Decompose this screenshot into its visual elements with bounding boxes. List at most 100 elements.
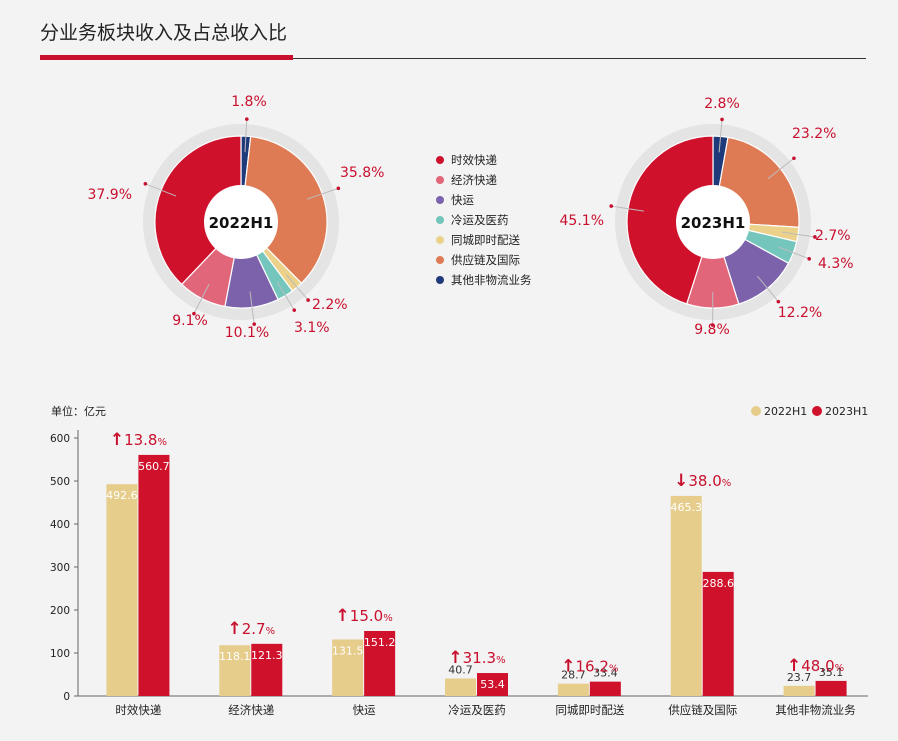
- donut-chart-0: 1.8% 35.8% 2.2% 3.1% 10.1% 9.1% 37.9% 2022H1: [88, 94, 385, 341]
- legend-swatch: [436, 236, 444, 244]
- slice-label: 9.8%: [694, 322, 730, 338]
- y-tick-label: 500: [50, 476, 70, 488]
- bar-value-label: 53.4: [480, 678, 505, 691]
- slice-label: 1.8%: [231, 94, 267, 110]
- change-label: ↓38.0%: [674, 471, 731, 491]
- bar-group: 40.7 53.4 冷运及医药 ↑31.3%: [445, 648, 508, 717]
- label-leader-line: [778, 246, 810, 260]
- bar-2022H1: [219, 645, 251, 696]
- change-value: 31.3: [463, 649, 496, 667]
- label-leader-line: [286, 274, 309, 301]
- label-leader-dot: [306, 298, 310, 302]
- slice-label: 2.7%: [815, 228, 851, 244]
- change-label: ↑2.7%: [227, 619, 275, 639]
- bar-2022H1: [557, 683, 589, 696]
- change-value: 38.0: [688, 472, 721, 490]
- bar-value-label: 35.1: [819, 666, 844, 679]
- change-percent-sign: %: [383, 613, 393, 624]
- label-leader-dot: [192, 311, 196, 316]
- legend-swatch: [436, 156, 444, 164]
- label-leader-dot: [609, 204, 614, 208]
- label-leader-line: [193, 284, 210, 314]
- legend-swatch: [436, 196, 444, 204]
- x-category-label: 其他非物流业务: [775, 703, 856, 717]
- change-value: 48.0: [801, 657, 834, 675]
- legend-label-2023: 2023H1: [825, 405, 868, 418]
- legend-label: 同城即时配送: [451, 233, 520, 247]
- label-leader-line: [145, 183, 177, 197]
- bar-value-label: 23.7: [787, 671, 812, 684]
- label-leader-line: [244, 119, 248, 153]
- change-arrow: ↑: [561, 657, 575, 677]
- bar-2023H1: [589, 681, 621, 696]
- donut-center-title: 2022H1: [209, 214, 274, 232]
- legend-swatch: [436, 256, 444, 264]
- label-leader-line: [249, 291, 255, 325]
- change-value: 15.0: [350, 607, 383, 625]
- bar-2022H1: [670, 495, 702, 696]
- slice-label: 12.2%: [778, 305, 822, 321]
- legend-swatch: [436, 176, 444, 184]
- label-leader-dot: [292, 308, 297, 312]
- label-leader-line: [306, 187, 339, 200]
- change-arrow: ↓: [674, 471, 688, 491]
- header-accent-bar: [40, 55, 293, 60]
- legend-label: 时效快递: [451, 153, 497, 167]
- slice-label: 10.1%: [225, 325, 269, 341]
- label-leader-dot: [813, 235, 817, 239]
- bar-value-label: 121.3: [251, 649, 283, 662]
- bar-2023H1: [477, 673, 508, 696]
- label-leader-dot: [776, 299, 781, 304]
- label-leader-dot: [245, 117, 249, 121]
- bar-legend: 2022H1 2023H1: [751, 405, 868, 418]
- chart-legend: 时效快递 经济快递 快运 冷运及医药 同城即时配送 供应链及国际 其他非物流业务: [436, 150, 532, 290]
- legend-item: 经济快递: [436, 170, 532, 190]
- bar-group: 465.3 288.6 供应链及国际 ↓38.0%: [668, 471, 737, 717]
- legend-swatch-2023: [812, 406, 822, 416]
- legend-label: 冷运及医药: [451, 213, 509, 227]
- label-leader-dot: [720, 117, 724, 122]
- bar-value-label: 40.7: [448, 663, 473, 676]
- bar-value-label: 28.7: [561, 669, 586, 682]
- label-leader-line: [611, 205, 644, 212]
- x-category-label: 冷运及医药: [448, 703, 506, 717]
- change-arrow: ↑: [448, 648, 462, 668]
- bar-value-label: 560.7: [138, 460, 170, 473]
- slice-label: 23.2%: [792, 126, 836, 142]
- change-percent-sign: %: [266, 626, 276, 637]
- change-percent-sign: %: [157, 437, 167, 448]
- label-leader-dot: [792, 156, 796, 161]
- label-leader-line: [767, 157, 795, 180]
- slice-label: 2.8%: [704, 96, 740, 112]
- x-category-label: 经济快递: [228, 703, 274, 717]
- change-percent-sign: %: [496, 655, 506, 666]
- label-leader-line: [782, 231, 815, 238]
- x-category-label: 供应链及国际: [668, 703, 737, 717]
- y-tick-label: 400: [50, 519, 70, 531]
- bar-group: 28.7 33.4 同城即时配送 ↑16.2%: [555, 657, 624, 717]
- bar-2022H1: [445, 678, 476, 696]
- legend-item: 供应链及国际: [436, 250, 532, 270]
- bar-group: 492.6 560.7 时效快递 ↑13.8%: [106, 430, 170, 717]
- legend-swatch: [436, 276, 444, 284]
- label-leader-dot: [710, 323, 715, 327]
- slice-label: 4.3%: [818, 256, 854, 272]
- label-leader-dot: [143, 181, 148, 186]
- page-title: 分业务板块收入及占总收入比: [40, 22, 288, 44]
- donut-center: [676, 185, 750, 259]
- donut-chart-1: 2.8% 23.2% 2.7% 4.3% 12.2% 9.8% 45.1% 2023H1: [560, 96, 854, 338]
- legend-label: 经济快递: [451, 173, 497, 187]
- label-leader-dot: [336, 186, 341, 191]
- bar-2022H1: [106, 484, 138, 696]
- change-percent-sign: %: [835, 663, 845, 674]
- slice-label: 37.9%: [88, 187, 132, 203]
- legend-label: 快运: [451, 193, 474, 207]
- legend-item: 冷运及医药: [436, 210, 532, 230]
- y-tick-label: 0: [63, 691, 70, 703]
- bar-group: 23.7 35.1 其他非物流业务 ↑48.0%: [775, 656, 856, 717]
- change-arrow: ↑: [336, 606, 350, 626]
- slice-label: 3.1%: [294, 320, 330, 336]
- x-category-label: 时效快递: [115, 703, 161, 717]
- bar-2023H1: [815, 680, 847, 696]
